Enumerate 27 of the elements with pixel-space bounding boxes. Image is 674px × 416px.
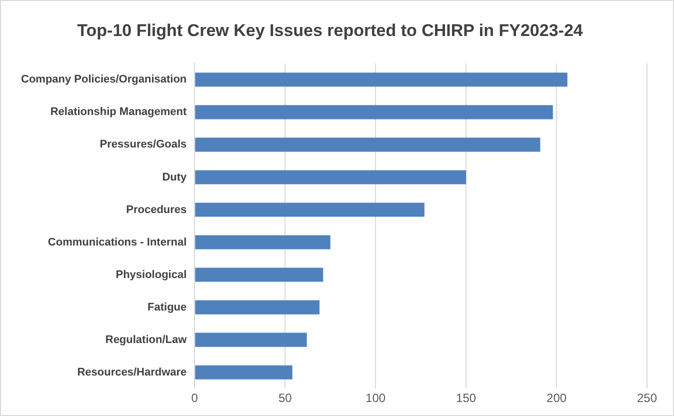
x-tick-label: 200 — [546, 391, 567, 406]
y-tick-label: Company Policies/Organisation — [20, 74, 187, 86]
bar — [195, 235, 330, 250]
bar — [195, 332, 307, 347]
x-tick-label: 50 — [278, 391, 292, 406]
y-tick-label: Pressures/Goals — [100, 138, 187, 151]
bar — [195, 138, 540, 152]
y-tick-label: Communications - Internal — [48, 236, 187, 248]
x-tick-label: 0 — [191, 391, 198, 406]
x-tick-label: 150 — [456, 391, 476, 406]
bar — [195, 365, 292, 380]
bar — [195, 72, 568, 87]
bar — [195, 300, 320, 314]
y-tick-label: Fatigue — [148, 301, 187, 314]
x-tick-label: 100 — [366, 391, 386, 406]
chart-title: Top-10 Flight Crew Key Issues reported to CHIRP in FY2023-24 — [77, 20, 584, 40]
bar — [195, 105, 553, 120]
bar — [195, 268, 324, 282]
y-tick-label: Physiological — [116, 268, 187, 281]
bar — [195, 202, 424, 217]
y-tick-label: Relationship Management — [50, 106, 187, 118]
y-tick-label: Resources/Hardware — [77, 366, 187, 378]
bar — [195, 170, 466, 184]
y-tick-label: Regulation/Law — [105, 334, 188, 346]
y-tick-label: Procedures — [126, 204, 187, 216]
y-tick-label: Duty — [162, 171, 188, 184]
x-tick-label: 250 — [636, 391, 658, 406]
